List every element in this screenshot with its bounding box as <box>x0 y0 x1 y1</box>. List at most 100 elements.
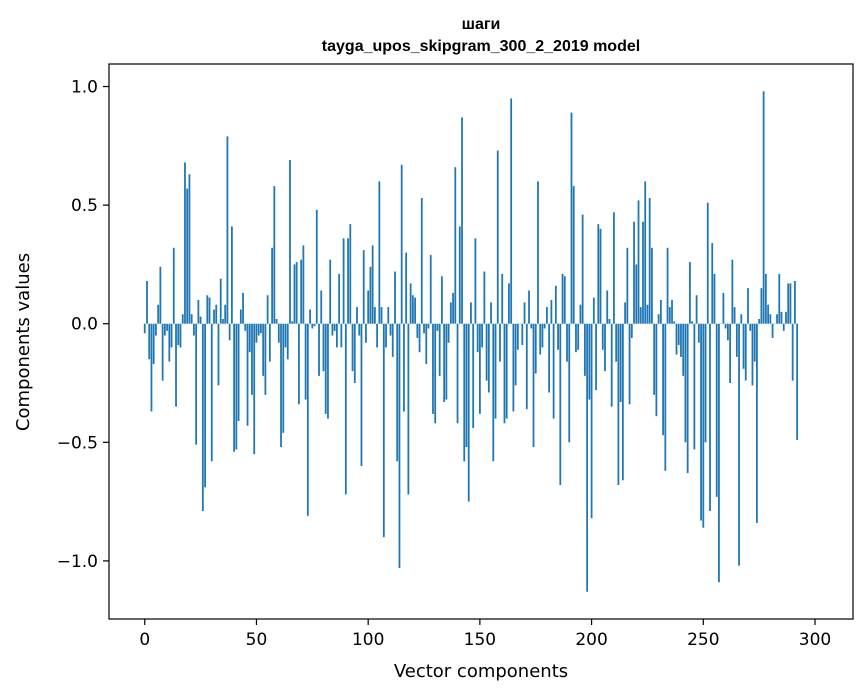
bar-259 <box>722 292 725 324</box>
bar-264 <box>733 307 736 324</box>
bar-160 <box>501 273 504 324</box>
bar-24 <box>197 299 200 324</box>
bar-207 <box>606 290 609 324</box>
bar-275 <box>758 318 761 324</box>
bar-58 <box>273 186 276 324</box>
bar-230 <box>657 314 660 324</box>
bar-176 <box>537 181 539 324</box>
bar-79 <box>320 290 323 324</box>
bar-65 <box>289 160 291 324</box>
bar-37 <box>226 136 229 324</box>
bar-121 <box>414 297 416 324</box>
bar-256 <box>715 323 718 497</box>
x-axis-ticks: 0 50 100 150 200 250 300 <box>139 619 831 650</box>
bar-87 <box>338 273 341 324</box>
bar-91 <box>347 238 349 324</box>
bar-247 <box>695 295 698 324</box>
bar-18 <box>184 162 186 324</box>
bar-164 <box>510 98 513 324</box>
bar-229 <box>655 323 658 417</box>
bar-205 <box>601 323 604 350</box>
bar-62 <box>282 323 285 433</box>
bar-48 <box>251 323 253 395</box>
bar-161 <box>503 323 506 424</box>
bar-134 <box>443 323 446 402</box>
bar-262 <box>729 323 732 383</box>
bar-209 <box>610 323 613 407</box>
bar-159 <box>499 323 501 362</box>
bar-39 <box>230 226 233 324</box>
bar-32 <box>215 304 218 324</box>
bar-144 <box>465 323 468 448</box>
bar-265 <box>735 323 738 357</box>
bar-45 <box>244 323 247 331</box>
bar-187 <box>561 273 564 324</box>
bar-139 <box>454 167 457 324</box>
bar-49 <box>253 323 256 455</box>
bar-189 <box>566 323 568 362</box>
bar-125 <box>423 323 425 334</box>
bar-198 <box>586 323 589 592</box>
bar-141 <box>458 226 461 324</box>
bar-179 <box>543 323 546 329</box>
bar-153 <box>485 323 488 381</box>
bar-13 <box>172 247 175 324</box>
bar-261 <box>726 323 729 341</box>
bar-0 <box>143 323 146 334</box>
y-tick-label: −0.5 <box>57 433 98 453</box>
bar-97 <box>360 323 363 467</box>
bar-150 <box>478 323 481 414</box>
bar-81 <box>324 323 327 414</box>
bar-270 <box>747 288 749 324</box>
x-tick-label: 0 <box>139 630 150 650</box>
bar-173 <box>530 323 533 329</box>
bar-263 <box>731 259 734 324</box>
bar-108 <box>385 323 387 348</box>
bar-107 <box>382 323 385 538</box>
bar-68 <box>295 262 298 324</box>
bar-30 <box>210 323 213 462</box>
bar-120 <box>411 295 414 324</box>
bar-290 <box>791 323 794 381</box>
bar-34 <box>219 278 222 324</box>
bar-220 <box>635 264 638 324</box>
bar-202 <box>595 323 597 391</box>
bar-180 <box>546 307 548 324</box>
bar-216 <box>626 247 629 324</box>
bar-222 <box>639 307 642 324</box>
bar-105 <box>378 181 381 324</box>
bar-16 <box>179 323 182 348</box>
bar-232 <box>662 323 664 436</box>
bar-10 <box>166 323 168 331</box>
bar-226 <box>648 198 651 324</box>
bar-195 <box>579 304 582 324</box>
bar-119 <box>409 283 412 324</box>
bar-214 <box>621 323 624 481</box>
y-tick-label: −1.0 <box>57 552 98 572</box>
x-axis-label: Vector components <box>394 661 568 682</box>
bar-140 <box>456 323 459 424</box>
bar-98 <box>362 250 365 324</box>
bar-248 <box>697 323 700 343</box>
bar-57 <box>271 247 273 324</box>
bar-204 <box>599 228 602 324</box>
bar-254 <box>711 243 714 324</box>
bar-197 <box>584 323 586 376</box>
bar-292 <box>796 323 799 440</box>
bar-9 <box>163 323 166 336</box>
bar-224 <box>644 181 647 324</box>
bar-201 <box>592 297 595 324</box>
bar-269 <box>744 323 747 381</box>
bar-23 <box>195 323 198 445</box>
bar-171 <box>525 323 528 410</box>
bar-76 <box>313 323 316 327</box>
bar-115 <box>400 164 403 324</box>
bar-25 <box>199 316 202 324</box>
bar-228 <box>653 323 656 395</box>
bar-181 <box>548 323 551 393</box>
bar-61 <box>280 323 282 448</box>
bar-67 <box>293 264 296 324</box>
bar-253 <box>709 323 711 512</box>
chart-title: шаги <box>462 16 501 33</box>
